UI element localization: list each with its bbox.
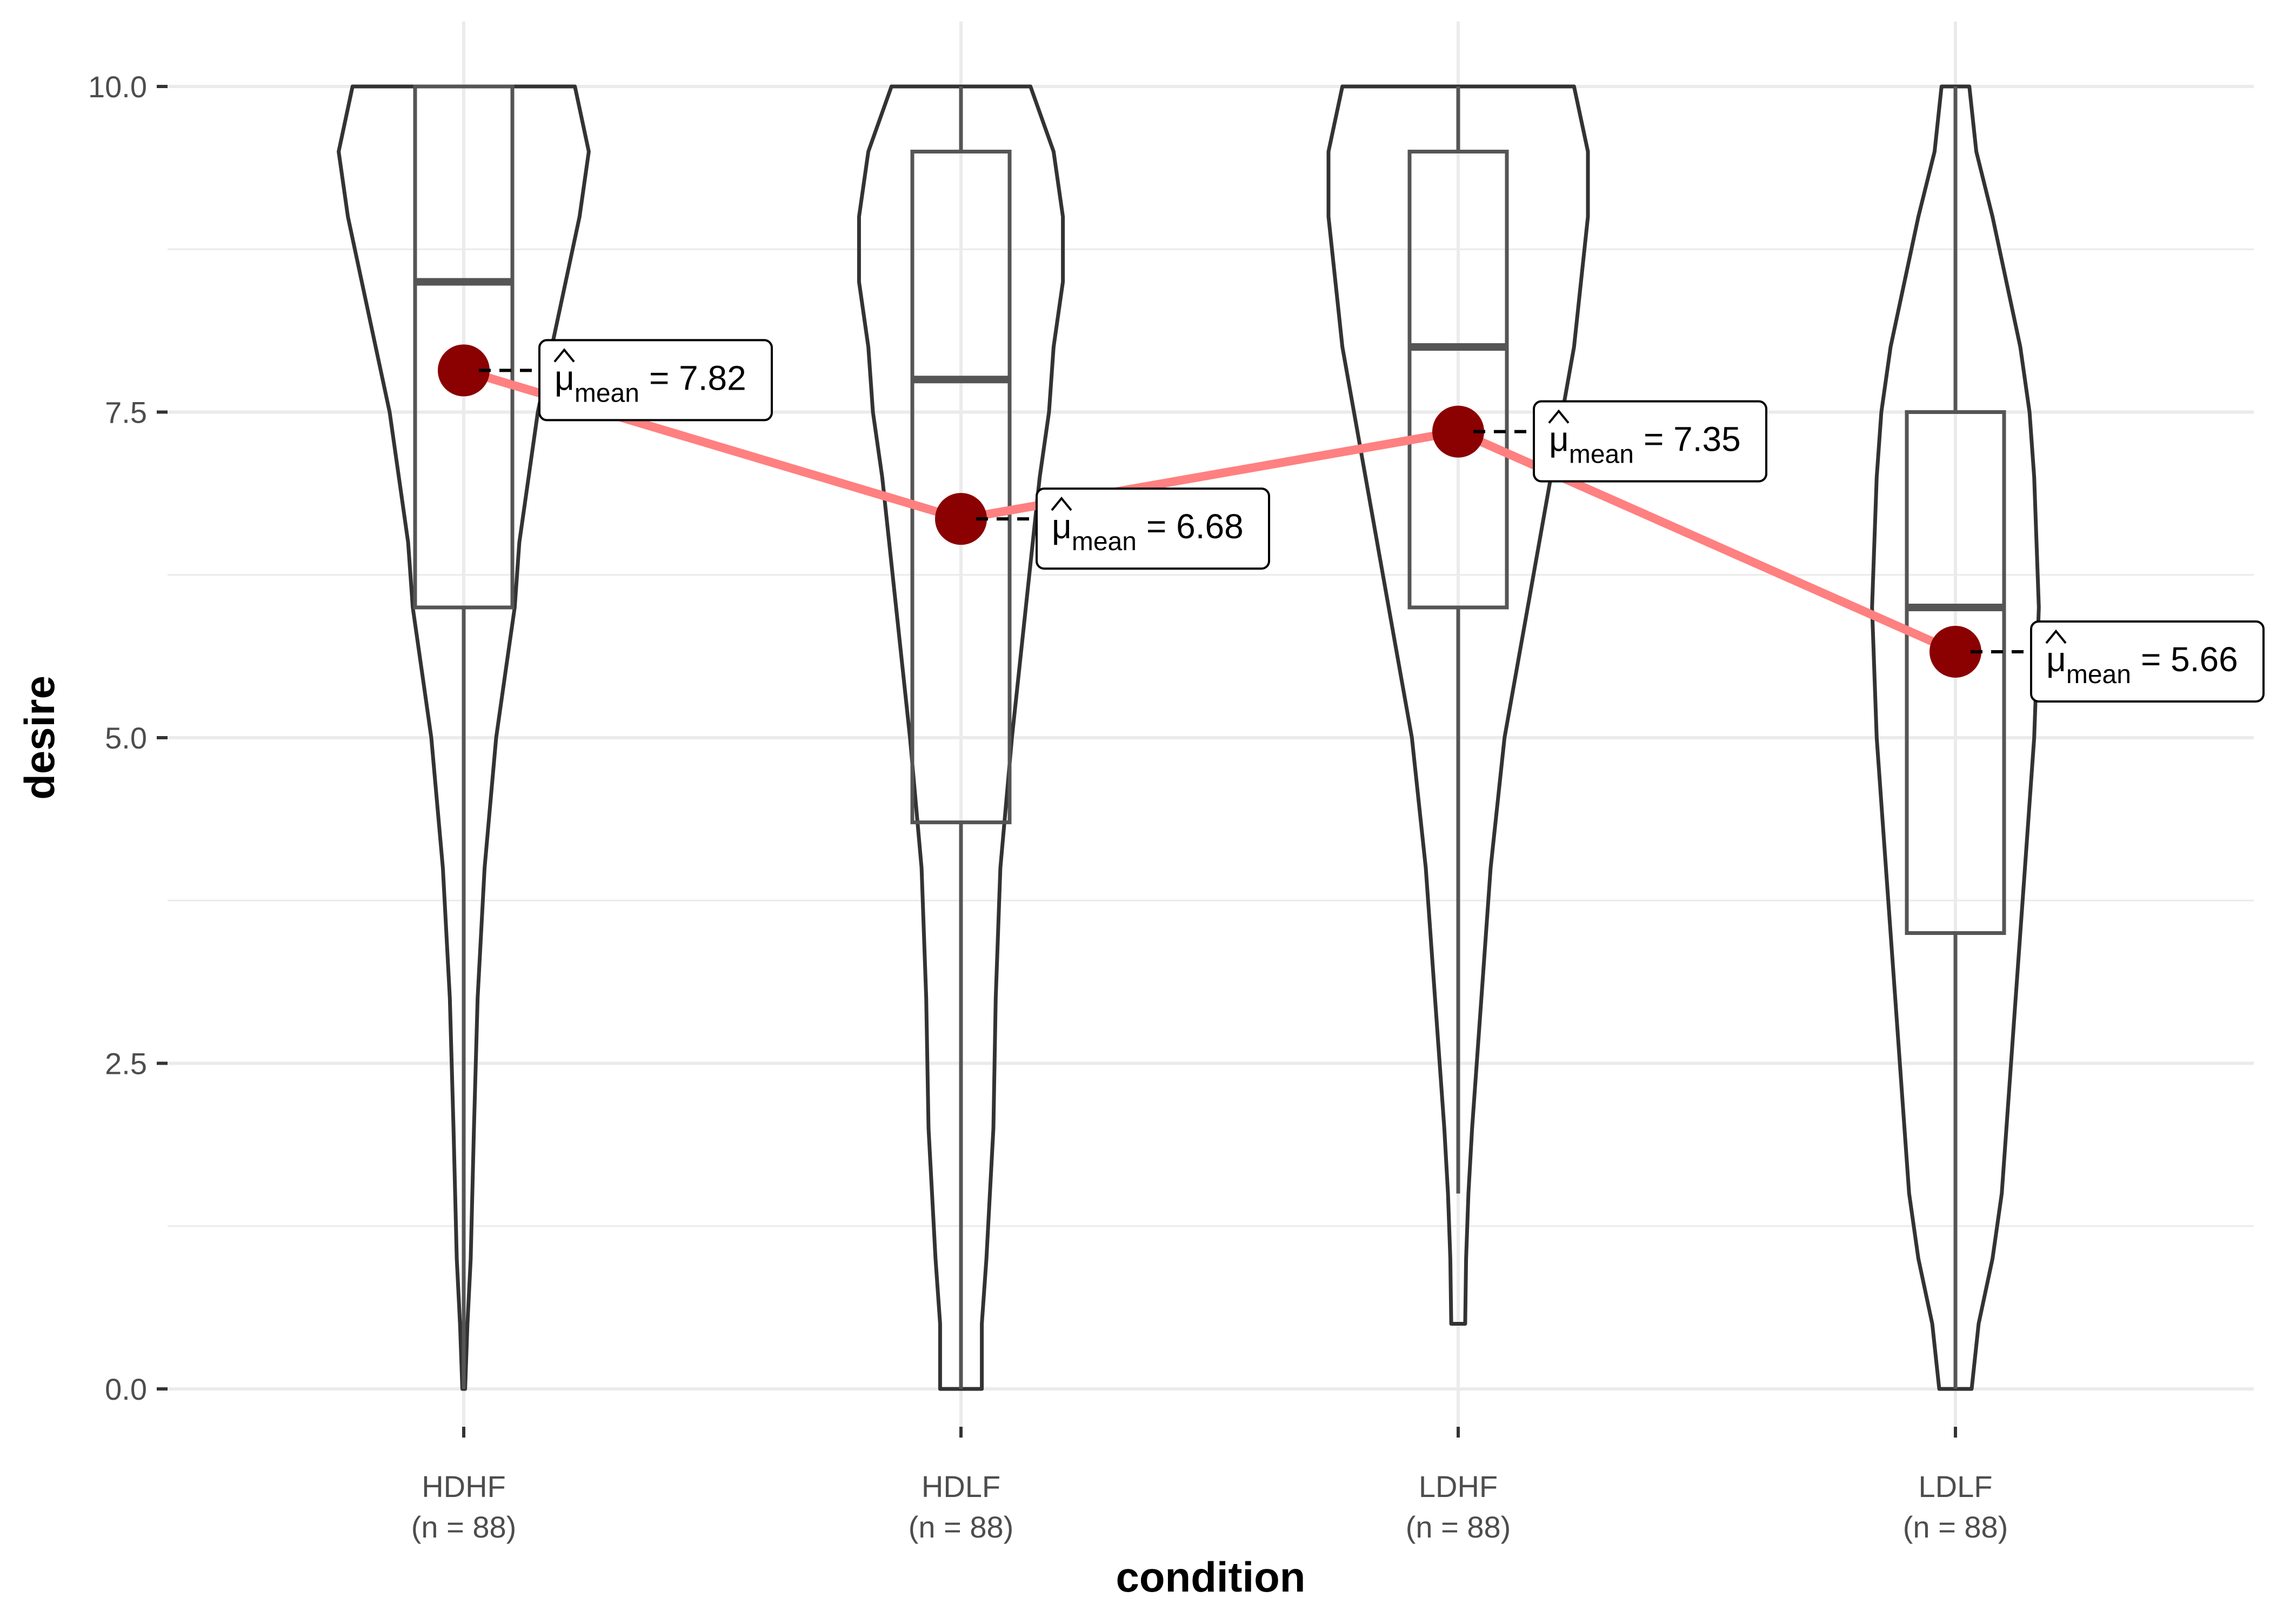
annotation-box — [538, 339, 773, 422]
annotation-box — [1533, 400, 1767, 483]
x-tick-n-label: (n = 88) — [909, 1510, 1014, 1544]
grid-layer — [168, 22, 2254, 1427]
violin-hdlf — [857, 84, 1065, 1391]
y-axis-title: desire — [16, 676, 63, 800]
annotation-hat — [1051, 496, 1072, 511]
mean-point-layer — [438, 344, 1981, 678]
annotation-hat — [1548, 409, 1570, 424]
violin-layer — [337, 84, 2041, 1391]
mean-line-layer — [462, 366, 1958, 656]
x-tick-label: LDLF — [1919, 1469, 1993, 1503]
violin-ldlf — [1870, 84, 2041, 1391]
x-axis-title: condition — [1116, 1553, 1306, 1601]
box-layer — [413, 84, 2006, 1389]
y-tick-label: 10.0 — [88, 70, 147, 104]
annotation-hat — [2045, 629, 2067, 644]
violin-ldhf — [1326, 84, 1590, 1326]
annotation-label: μmean = 6.68 — [1052, 507, 1244, 556]
x-tick-label: LDHF — [1419, 1469, 1498, 1503]
x-tick-label: HDLF — [922, 1469, 1000, 1503]
axis-layer: 0.0 2.5 5.0 7.5 10.0 HDHF (n = 88) HDLF (n = 88)… — [88, 70, 2008, 1544]
mean-trend-line — [462, 366, 1958, 656]
annotation-label: μmean = 5.66 — [2046, 640, 2238, 689]
mean-point-hdhf — [438, 344, 490, 397]
x-tick-n-label: (n = 88) — [1903, 1510, 2008, 1544]
mean-point-ldhf — [1432, 405, 1484, 458]
annotation-label: μmean = 7.35 — [1549, 420, 1741, 469]
mean-point-hdlf — [935, 493, 987, 545]
x-tick-n-label: (n = 88) — [1406, 1510, 1511, 1544]
x-tick-n-label: (n = 88) — [411, 1510, 517, 1544]
box-hdlf — [910, 150, 1012, 825]
y-tick-label: 0.0 — [105, 1372, 147, 1406]
annotation-layer: μmean = 7.82 μmean = 6.68 μmean = 7.35 μmean = … — [479, 339, 2265, 703]
y-tick-label: 2.5 — [105, 1047, 147, 1081]
annotation-box — [1036, 487, 1270, 570]
y-tick-label: 5.0 — [105, 721, 147, 755]
box-ldlf — [1905, 410, 2006, 935]
box-hdhf — [413, 84, 515, 610]
y-tick-label: 7.5 — [105, 396, 147, 430]
annotation-hat — [553, 348, 575, 363]
annotation-box — [2030, 620, 2265, 703]
box-ldhf — [1407, 150, 1509, 610]
mean-point-ldlf — [1929, 625, 1981, 678]
x-tick-label: HDHF — [422, 1469, 506, 1503]
violin-hdhf — [337, 84, 591, 1391]
annotation-label: μmean = 7.82 — [555, 358, 746, 407]
